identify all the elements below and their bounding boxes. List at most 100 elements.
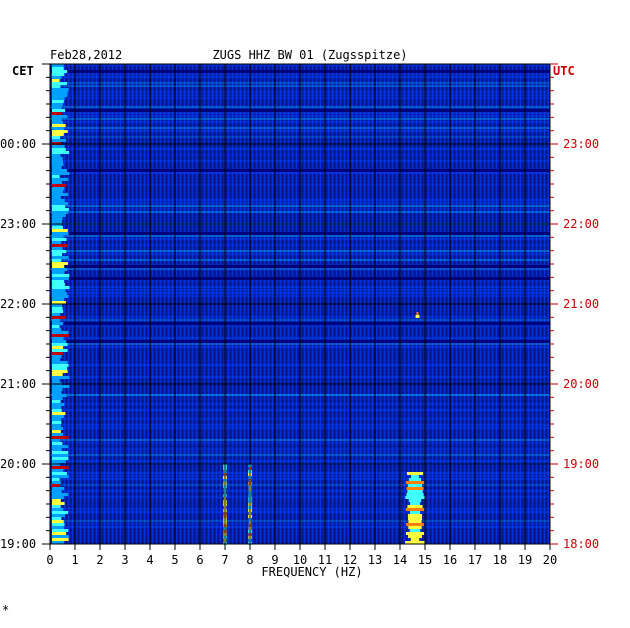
low-frequency-band-cell [52, 535, 69, 538]
x-axis-label: FREQUENCY (HZ) [261, 565, 362, 579]
low-frequency-band-cell [52, 454, 68, 457]
low-frequency-band-cell [52, 316, 66, 319]
low-frequency-band-cell [52, 376, 70, 379]
low-frequency-band-cell [52, 217, 63, 220]
low-frequency-band-cell [52, 379, 60, 382]
low-frequency-band-cell [52, 409, 62, 412]
low-frequency-band-cell [52, 505, 61, 508]
low-frequency-band-cell [52, 523, 65, 526]
low-frequency-band-cell [52, 139, 67, 142]
narrow-band-feature-cell [416, 312, 419, 315]
narrow-band-feature-cell [407, 514, 423, 517]
low-frequency-band-cell [52, 220, 63, 223]
right-time-label: 21:00 [563, 297, 599, 311]
narrow-band-feature-cell [405, 541, 425, 544]
low-frequency-band-cell [52, 133, 64, 136]
narrow-band-feature-cell [405, 508, 425, 511]
x-tick-label: 12 [343, 553, 357, 567]
x-tick-label: 0 [46, 553, 53, 567]
low-frequency-band-cell [52, 349, 68, 352]
low-frequency-band-cell [52, 496, 64, 499]
low-frequency-band-cell [52, 490, 62, 493]
low-frequency-band-cell [52, 517, 62, 520]
low-frequency-band-cell [52, 277, 69, 280]
low-frequency-band-cell [52, 166, 62, 169]
low-frequency-band-cell [52, 391, 62, 394]
low-frequency-band-cell [52, 511, 69, 514]
low-frequency-band-cell [52, 367, 68, 370]
low-frequency-band-cell [52, 325, 60, 328]
low-frequency-band-cell [52, 244, 68, 247]
low-frequency-band-cell [52, 202, 68, 205]
low-frequency-band-cell [52, 373, 63, 376]
low-frequency-band-cell [52, 109, 66, 112]
narrow-band-feature-cell [410, 511, 420, 514]
narrow-band-feature-cell [407, 505, 423, 508]
low-frequency-band-cell [52, 145, 65, 148]
low-frequency-band-cell [52, 169, 68, 172]
x-tick-label: 3 [121, 553, 128, 567]
narrow-band-feature-cell [405, 496, 425, 499]
low-frequency-band-cell [52, 64, 64, 67]
low-frequency-band-cell [52, 136, 60, 139]
low-frequency-band-cell [52, 436, 69, 439]
left-time-label: 19:00 [0, 537, 36, 551]
low-frequency-band-cell [52, 334, 70, 337]
low-frequency-band-cell [52, 268, 68, 271]
low-frequency-band-cell [52, 301, 67, 304]
low-frequency-band-cell [52, 190, 64, 193]
left-time-label: 23:00 [0, 217, 36, 231]
low-frequency-band-cell [52, 172, 70, 175]
low-frequency-band-cell [52, 445, 69, 448]
narrow-band-feature-cell [407, 517, 423, 520]
right-time-label: 18:00 [563, 537, 599, 551]
low-frequency-band-cell [52, 541, 64, 544]
low-frequency-band-cell [52, 460, 66, 463]
low-frequency-band-cell [52, 235, 64, 238]
low-frequency-band-cell [52, 421, 62, 424]
low-frequency-band-cell [52, 322, 64, 325]
left-time-label: 22:00 [0, 297, 36, 311]
low-frequency-band-cell [52, 418, 62, 421]
low-frequency-band-cell [52, 85, 61, 88]
low-frequency-band-cell [52, 385, 70, 388]
low-frequency-band-cell [52, 262, 68, 265]
low-frequency-band-cell [52, 253, 63, 256]
low-frequency-band-cell [52, 340, 67, 343]
low-frequency-band-cell [52, 148, 66, 151]
narrow-band-feature-cell [406, 493, 424, 496]
low-frequency-band-cell [52, 415, 64, 418]
x-axis-ticks: 0 1 2 3 4 5 6 7 8 9 10 11 12 13 14 15 16 17 18 19 20 [46, 544, 557, 567]
low-frequency-band-cell [52, 67, 64, 70]
low-frequency-band-cell [52, 91, 68, 94]
low-frequency-band-cell [52, 241, 62, 244]
low-frequency-band-cell [52, 79, 60, 82]
x-tick-label: 10 [293, 553, 307, 567]
low-frequency-band-cell [52, 412, 66, 415]
low-frequency-band-cell [52, 274, 70, 277]
low-frequency-band-cell [52, 259, 62, 262]
low-frequency-band-cell [52, 289, 66, 292]
low-frequency-band-cell [52, 469, 64, 472]
low-frequency-band-cell [52, 100, 64, 103]
low-frequency-band-cell [52, 433, 64, 436]
low-frequency-band-cell [52, 472, 67, 475]
low-frequency-band-cell [52, 163, 64, 166]
low-frequency-band-cell [52, 493, 69, 496]
low-frequency-band-cell [52, 403, 65, 406]
x-tick-label: 7 [221, 553, 228, 567]
low-frequency-band-cell [52, 112, 62, 115]
left-time-ticks: 19:00 20:00 21:00 22:00 23:00 00:00 [0, 63, 50, 551]
low-frequency-band-cell [52, 457, 69, 460]
chart-title: ZUGS HHZ BW 01 (Zugsspitze) [212, 48, 407, 62]
low-frequency-band-cell [52, 196, 61, 199]
low-frequency-band-cell [52, 355, 62, 358]
low-frequency-band-cell [52, 484, 61, 487]
low-frequency-band-cell [52, 481, 61, 484]
low-frequency-band-cell [52, 346, 64, 349]
low-frequency-band-cell [52, 238, 67, 241]
low-frequency-band-cell [52, 181, 63, 184]
low-frequency-band-cell [52, 157, 63, 160]
low-frequency-band-cell [52, 226, 63, 229]
narrow-band-feature-cell [408, 526, 422, 529]
